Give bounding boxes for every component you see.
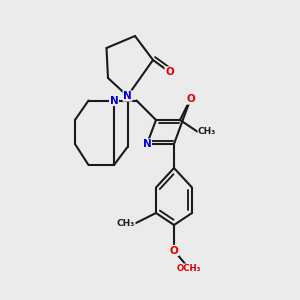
Text: O: O bbox=[169, 245, 178, 256]
Text: O: O bbox=[186, 94, 195, 104]
Text: N: N bbox=[142, 139, 152, 149]
Text: CH₃: CH₃ bbox=[117, 219, 135, 228]
Text: O: O bbox=[165, 67, 174, 77]
Text: N: N bbox=[123, 91, 132, 101]
Text: N: N bbox=[110, 95, 118, 106]
Text: CH₃: CH₃ bbox=[198, 128, 216, 136]
Text: OCH₃: OCH₃ bbox=[177, 264, 201, 273]
